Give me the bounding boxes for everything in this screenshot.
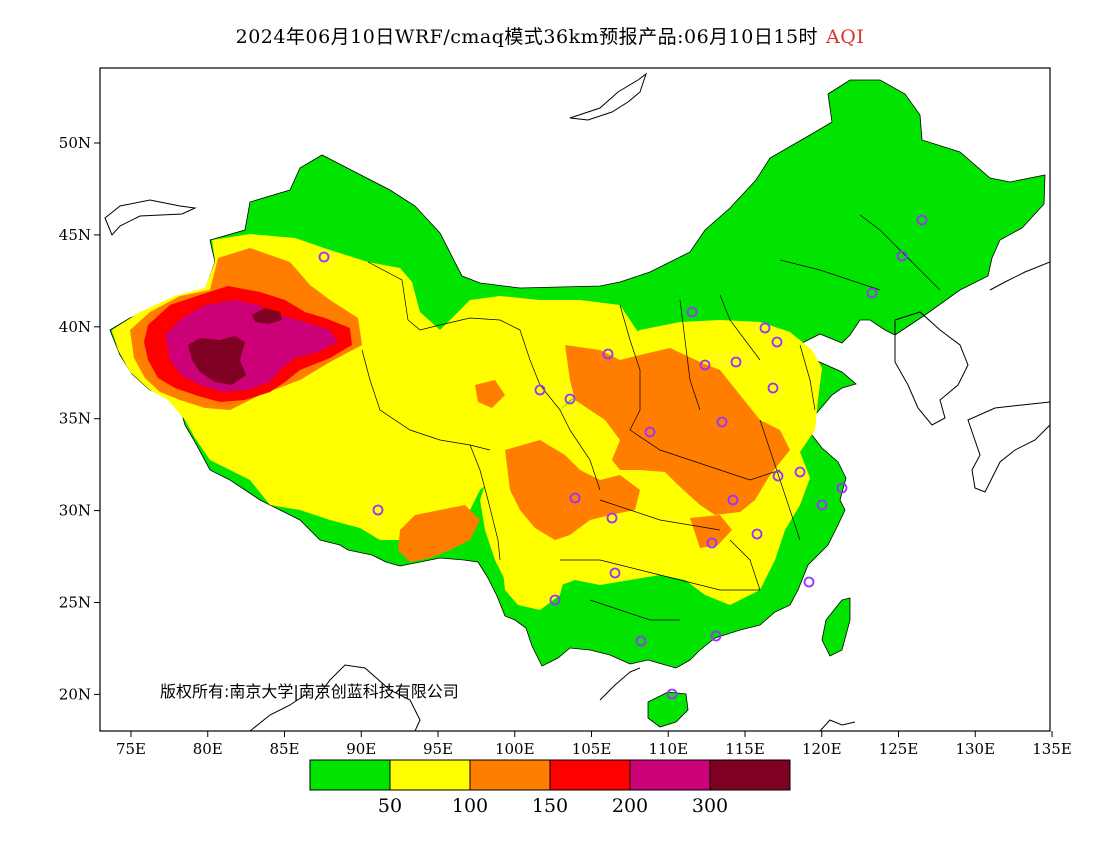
station-marker	[534, 384, 546, 396]
x-tick-label: 110E	[648, 740, 688, 758]
station-marker	[896, 250, 908, 262]
orange-region-sichuan	[505, 440, 640, 540]
y-tick-label: 20N	[59, 685, 91, 703]
y-axis: 50N 45N 40N 35N 30N 25N 20N	[59, 134, 100, 703]
station-marker	[866, 287, 878, 299]
x-tick-label: 90E	[346, 740, 376, 758]
station-marker	[727, 494, 739, 506]
maroon-region	[188, 336, 246, 385]
x-tick-label: 115E	[725, 740, 765, 758]
title-product: AQI	[826, 26, 865, 48]
legend-swatch	[549, 759, 631, 791]
station-marker	[644, 426, 656, 438]
station-marker	[602, 348, 614, 360]
station-marker	[699, 359, 711, 371]
legend-swatch	[629, 759, 711, 791]
station-marker	[372, 504, 384, 516]
x-tick-label: 100E	[495, 740, 535, 758]
station-marker	[549, 594, 561, 606]
x-tick-label: 105E	[572, 740, 612, 758]
station-marker	[772, 470, 784, 482]
aqi-legend: 50 100 150 200 300	[309, 759, 791, 817]
y-tick-label: 45N	[59, 226, 91, 244]
station-marker	[836, 482, 848, 494]
legend-label: 150	[532, 795, 568, 817]
station-marker	[606, 512, 618, 524]
orange-region-central	[565, 345, 790, 515]
legend-swatch	[709, 759, 791, 791]
station-marker	[803, 576, 815, 588]
legend-swatch	[309, 759, 391, 791]
orange-region-qinghai	[475, 380, 505, 408]
copyright-text: 版权所有:南京大学|南京创蓝科技有限公司	[160, 682, 459, 701]
station-marker	[686, 306, 698, 318]
station-marker	[706, 537, 718, 549]
station-marker	[635, 635, 647, 647]
station-marker	[759, 322, 771, 334]
maroon-region-small	[252, 308, 282, 324]
yellow-region-south	[500, 540, 565, 610]
hainan-island	[647, 691, 689, 728]
station-markers	[318, 214, 928, 700]
taiwan-island	[821, 597, 851, 657]
x-tick-label: 75E	[116, 740, 146, 758]
x-tick-label: 85E	[269, 740, 299, 758]
station-marker	[710, 630, 722, 642]
legend-swatch	[469, 759, 551, 791]
legend-label: 50	[378, 795, 402, 817]
plot-frame	[99, 67, 1051, 732]
y-tick-label: 35N	[59, 410, 91, 428]
station-marker	[666, 688, 678, 700]
station-marker	[318, 251, 330, 263]
station-marker	[730, 356, 742, 368]
yellow-region-xinjiang-north	[112, 322, 132, 352]
station-marker	[609, 567, 621, 579]
y-tick-label: 40N	[59, 318, 91, 336]
x-tick-label: 135E	[1032, 740, 1072, 758]
station-marker	[716, 416, 728, 428]
y-tick-label: 50N	[59, 134, 91, 152]
station-marker	[794, 466, 806, 478]
station-marker	[564, 393, 576, 405]
orange-region-tibet	[398, 505, 480, 562]
station-marker	[816, 499, 828, 511]
title-main: 2024年06月10日WRF/cmaq模式36km预报产品:06月10日15时	[235, 26, 819, 48]
station-marker	[916, 214, 928, 226]
legend-label: 300	[692, 795, 728, 817]
station-marker	[771, 336, 783, 348]
legend-label: 100	[452, 795, 488, 817]
station-marker	[751, 528, 763, 540]
map-layers: 版权所有:南京大学|南京创蓝科技有限公司	[104, 72, 1050, 731]
x-tick-label: 130E	[955, 740, 995, 758]
station-marker	[767, 382, 779, 394]
foreign-coastlines	[104, 72, 1050, 731]
x-tick-label: 120E	[802, 740, 842, 758]
x-tick-label: 95E	[423, 740, 453, 758]
x-axis: 75E 80E 85E 90E 95E 100E 105E 110E 115E 120E 125E 1…	[116, 731, 1072, 758]
x-tick-label: 80E	[193, 740, 223, 758]
y-tick-label: 30N	[59, 502, 91, 520]
x-tick-label: 125E	[879, 740, 919, 758]
station-marker	[569, 492, 581, 504]
legend-swatch	[389, 759, 471, 791]
legend-label: 200	[612, 795, 648, 817]
orange-region-hunan	[690, 515, 732, 548]
y-tick-label: 25N	[59, 594, 91, 612]
chart-title: 2024年06月10日WRF/cmaq模式36km预报产品:06月10日15时 A…	[0, 22, 1100, 49]
